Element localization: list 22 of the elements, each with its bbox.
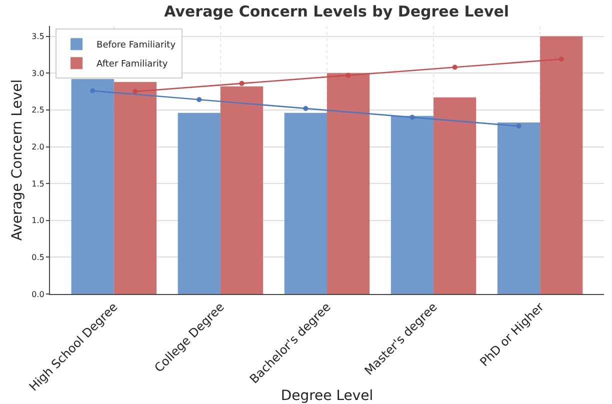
bar [434,97,476,294]
bar [114,82,157,294]
bar [390,116,434,294]
y-tick-label: 0.0 [32,290,44,299]
bar [540,36,583,294]
chart-title: Average Concern Levels by Degree Level [164,2,510,21]
y-axis-title: Average Concern Level [9,79,26,241]
x-axis-title: Degree Level [280,388,374,404]
y-tick-label: 0.5 [32,252,44,262]
bar [497,122,540,294]
bar [284,112,327,294]
y-tick-label: 1.5 [32,179,44,188]
legend-label: Before Familiarity [96,40,176,51]
y-tick-label: 2.0 [32,142,44,152]
y-tick-label: 2.5 [32,106,44,115]
bar [220,86,264,294]
y-tick-label: 1.0 [32,216,44,226]
y-tick-label: 3.5 [32,32,44,42]
y-tick-label: 3.0 [32,68,44,78]
bar [327,73,370,294]
legend-label: After Familiarity [96,60,168,70]
bar [178,112,220,294]
